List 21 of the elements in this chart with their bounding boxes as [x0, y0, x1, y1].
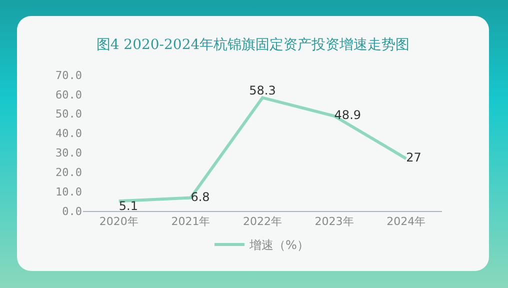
y-tick-label: 30.0 [56, 146, 82, 160]
data-label: 27 [406, 150, 422, 165]
y-tick-label: 60.0 [56, 88, 82, 102]
data-label: 58.3 [249, 84, 276, 98]
chart-title: 图4 2020-2024年杭锦旗固定资产投资增速走势图 [96, 36, 410, 53]
legend-label: 增速（%） [248, 238, 309, 252]
y-tick-label: 70.0 [56, 68, 82, 82]
x-tick-label: 2020年 [99, 215, 138, 228]
x-tick-label: 2021年 [171, 215, 210, 228]
line-series [117, 96, 408, 203]
y-tick-label: 10.0 [56, 185, 82, 198]
data-label: 48.9 [334, 108, 362, 122]
y-tick-label: 40.0 [56, 127, 82, 140]
y-tick-label: 50.0 [56, 108, 82, 121]
x-tick-label: 2023年 [314, 215, 354, 228]
y-tick-label: 0.0 [62, 204, 82, 218]
x-tick-label: 2022年 [243, 215, 282, 228]
x-tick-label: 2024年 [386, 215, 426, 228]
y-tick-label: 20.0 [56, 166, 82, 179]
data-label: 5.1 [118, 199, 138, 214]
data-label: 6.8 [190, 190, 210, 204]
